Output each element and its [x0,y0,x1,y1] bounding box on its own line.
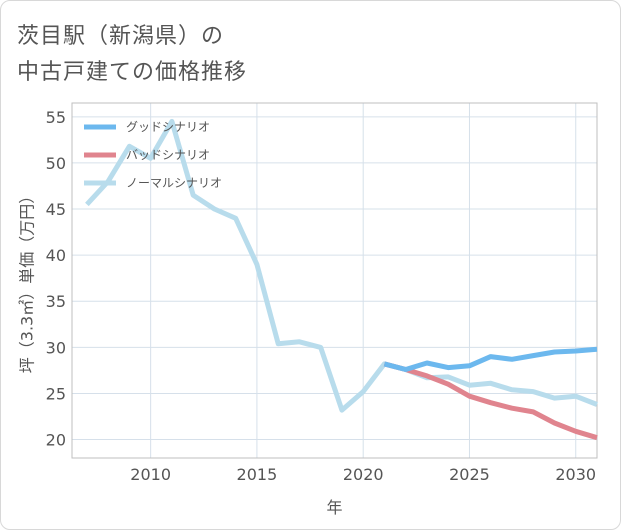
legend-label-2: ノーマルシナリオ [126,176,222,190]
x-tick-label: 2015 [237,465,278,484]
series-layer [85,118,598,441]
y-tick-label: 40 [46,246,66,265]
series-line-2 [85,118,598,413]
y-tick-label: 55 [46,108,66,127]
chart-title-line1: 茨目駅（新潟県）の [17,24,225,49]
chart-title: 茨目駅（新潟県）の 中古戸建ての価格推移 [17,19,247,91]
x-tick-label: 2025 [449,465,490,484]
grid-layer [72,103,597,458]
legend-label-0: グッドシナリオ [126,120,210,134]
y-tick-label: 30 [46,338,66,357]
y-axis-title: 坪（3.3㎡）単価（万円） [18,188,37,373]
x-axis-title: 年 [326,498,342,517]
x-tick-label: 2010 [130,465,171,484]
series-line-0 [383,346,598,372]
y-tick-label: 25 [46,384,66,403]
y-tick-label: 20 [46,431,66,450]
y-tick-label: 50 [46,154,66,173]
series-line-1 [383,361,598,441]
x-tick-label: 2020 [343,465,384,484]
y-tick-label: 45 [46,200,66,219]
y-tick-label: 35 [46,292,66,311]
plot-area [71,102,598,459]
x-tick-label: 2030 [555,465,596,484]
legend-label-1: バッドシナリオ [126,148,210,162]
chart-title-line2: 中古戸建ての価格推移 [17,60,248,85]
